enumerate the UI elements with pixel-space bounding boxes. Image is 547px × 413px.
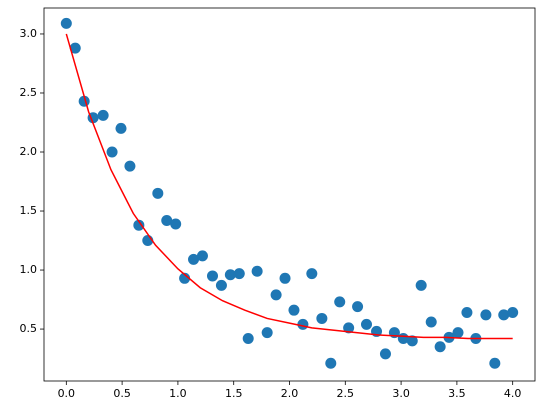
point [406, 335, 418, 347]
point [360, 318, 372, 330]
point [261, 327, 273, 339]
point [343, 322, 355, 334]
point [306, 268, 318, 280]
point [334, 296, 346, 308]
point [415, 279, 427, 291]
point [507, 307, 519, 319]
y-tick-label: 1.5 [20, 204, 38, 217]
point [242, 333, 254, 345]
point [352, 301, 364, 313]
point [161, 214, 173, 226]
point [325, 357, 337, 369]
x-tick-label: 3.0 [392, 387, 410, 400]
point [224, 269, 236, 281]
y-tick-label: 0.5 [20, 322, 38, 335]
point [215, 279, 227, 291]
point [97, 109, 109, 121]
axes-frame [43, 7, 536, 382]
point [207, 270, 219, 282]
point [196, 250, 208, 262]
point [170, 218, 182, 230]
point [270, 289, 282, 301]
point [188, 253, 200, 265]
point [106, 146, 118, 158]
x-tick-label: 3.5 [448, 387, 466, 400]
point [133, 219, 145, 231]
point [461, 307, 473, 319]
y-tick-label: 2.5 [20, 86, 38, 99]
x-tick-label: 1.5 [225, 387, 243, 400]
point [452, 327, 464, 339]
x-tick-label: 2.0 [281, 387, 299, 400]
x-tick-label: 0.0 [58, 387, 76, 400]
point [434, 341, 446, 353]
point [152, 187, 164, 199]
y-tick-label: 1.0 [20, 263, 38, 276]
y-tick-label: 2.0 [20, 145, 38, 158]
y-tick-label: 3.0 [20, 27, 38, 40]
point [179, 272, 191, 284]
fit-line [65, 33, 513, 340]
point [425, 316, 437, 328]
x-tick-label: 1.0 [169, 387, 187, 400]
point [288, 304, 300, 316]
point [489, 357, 501, 369]
point [124, 160, 136, 172]
point [379, 348, 391, 360]
point [316, 312, 328, 324]
point [69, 42, 81, 54]
point [297, 318, 309, 330]
x-tick-label: 4.0 [504, 387, 522, 400]
point [251, 265, 263, 277]
x-tick-label: 2.5 [337, 387, 355, 400]
point [60, 17, 72, 29]
point [279, 272, 291, 284]
point [498, 309, 510, 321]
point [233, 268, 245, 280]
point [115, 122, 127, 134]
x-tick-label: 0.5 [113, 387, 131, 400]
point [480, 309, 492, 321]
